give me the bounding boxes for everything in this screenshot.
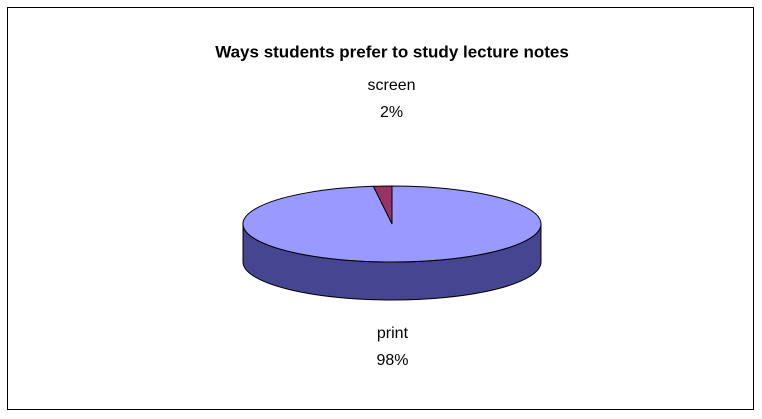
slice-value-label: 2%	[380, 104, 403, 121]
pie-slice	[242, 185, 542, 263]
slice-label: print	[377, 325, 409, 342]
slice-value-label: 98%	[376, 352, 408, 369]
slice-label: screen	[368, 77, 416, 94]
chart-title: Ways students prefer to study lecture no…	[215, 42, 569, 61]
